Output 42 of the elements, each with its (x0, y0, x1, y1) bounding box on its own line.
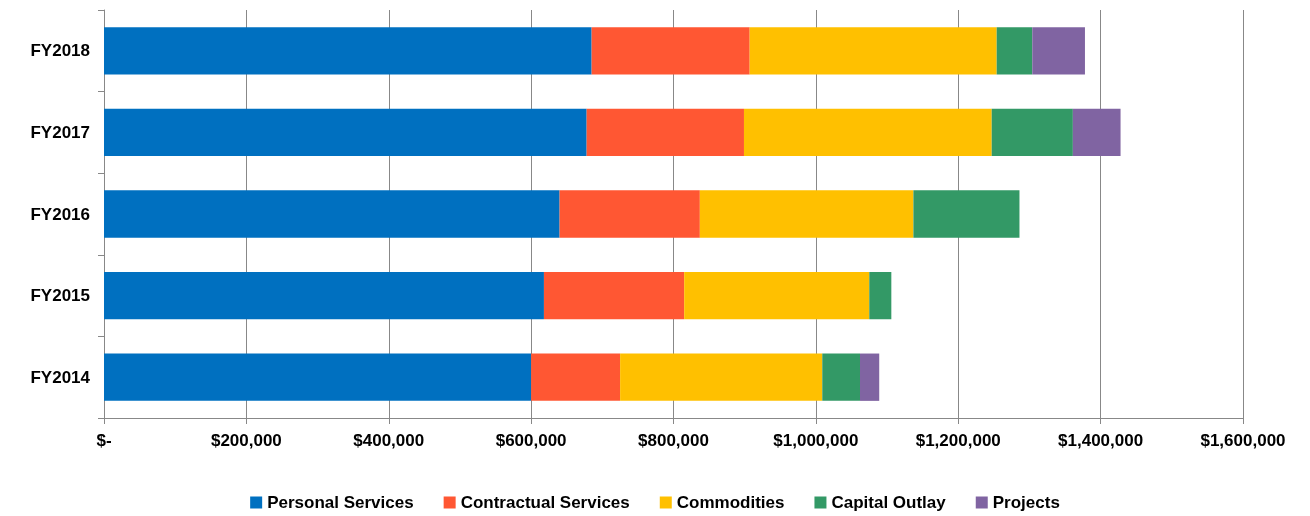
bar (104, 27, 592, 75)
bar (913, 190, 1020, 238)
legend-label: Commodities (676, 493, 785, 512)
bar (749, 27, 997, 75)
bar (822, 353, 861, 401)
x-tick-label: $- (96, 431, 112, 450)
bar (591, 27, 750, 75)
bar (860, 353, 880, 401)
legend-label: Projects (992, 493, 1060, 512)
bar (543, 271, 685, 320)
y-tick-label: FY2018 (30, 41, 90, 61)
bar (699, 190, 914, 238)
x-tick-label: $200,000 (210, 431, 282, 450)
x-tick-label: $600,000 (495, 431, 567, 450)
bar (104, 108, 587, 157)
y-tick-label: FY2014 (30, 367, 91, 387)
bar (559, 190, 700, 238)
bar (996, 27, 1033, 75)
bar (104, 271, 544, 320)
x-tick-label: $1,200,000 (915, 431, 1001, 450)
bar (104, 190, 560, 238)
bar (991, 108, 1073, 157)
x-tick-label: $1,000,000 (773, 431, 859, 450)
bar (620, 353, 823, 401)
legend-label: Capital Outlay (831, 493, 947, 512)
y-tick-label: FY2015 (30, 286, 90, 306)
bar (869, 271, 892, 320)
bar (1032, 27, 1085, 75)
bar (743, 108, 992, 157)
x-tick-label: $800,000 (638, 431, 709, 450)
bar (104, 353, 532, 401)
bar (586, 108, 744, 157)
legend-label: Personal Services (267, 493, 414, 512)
bar (684, 271, 870, 320)
bar (531, 353, 621, 401)
bar (1072, 108, 1121, 157)
y-tick-label: FY2017 (30, 122, 90, 142)
x-tick-label: $400,000 (353, 431, 425, 450)
x-tick-label: $1,400,000 (1058, 431, 1144, 450)
x-tick-label: $1,600,000 (1200, 431, 1286, 450)
legend-label: Contractual Services (460, 493, 630, 512)
y-tick-label: FY2016 (30, 204, 90, 224)
